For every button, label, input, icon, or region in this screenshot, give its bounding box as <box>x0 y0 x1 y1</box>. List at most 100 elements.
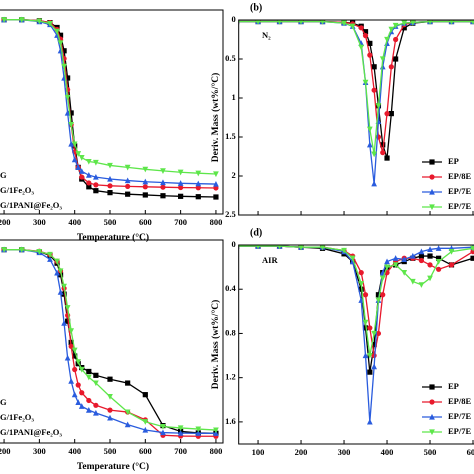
series-line <box>4 19 216 175</box>
marker <box>36 18 43 25</box>
marker <box>349 23 356 30</box>
marker <box>362 319 369 326</box>
marker <box>93 380 99 387</box>
marker <box>71 141 78 148</box>
marker <box>367 40 373 46</box>
x-tick-label: 200 <box>295 447 308 457</box>
marker <box>401 270 408 276</box>
marker <box>213 171 219 178</box>
marker <box>349 255 356 262</box>
x-axis-title: Temperature (°C) <box>77 232 149 243</box>
y-tick-label: 0.5 <box>225 53 236 63</box>
marker <box>71 347 78 354</box>
y-tick-label: 0.4 <box>225 283 236 293</box>
marker <box>178 184 184 191</box>
marker <box>75 164 82 170</box>
marker <box>371 64 377 70</box>
marker <box>362 352 369 359</box>
marker <box>255 20 261 25</box>
marker <box>418 253 425 259</box>
marker <box>124 409 131 416</box>
marker <box>371 363 377 370</box>
marker <box>384 111 390 117</box>
marker <box>1 17 7 23</box>
marker <box>367 369 373 375</box>
marker <box>57 268 64 275</box>
marker <box>86 180 92 186</box>
marker <box>362 29 369 35</box>
marker <box>93 182 99 188</box>
marker <box>379 56 386 63</box>
marker <box>124 177 131 184</box>
marker <box>388 26 395 33</box>
marker <box>107 190 113 196</box>
marker <box>371 151 377 158</box>
legend-label: EP/7E <box>448 186 471 196</box>
x-tick-label: 700 <box>174 217 187 227</box>
marker <box>65 318 71 324</box>
marker <box>213 194 219 200</box>
series-line <box>4 249 216 431</box>
marker <box>160 429 166 436</box>
series-line <box>238 245 474 356</box>
marker <box>124 421 131 428</box>
marker <box>64 354 71 361</box>
marker <box>277 245 282 250</box>
marker <box>367 52 373 58</box>
x-tick-label: 800 <box>210 446 223 456</box>
legend-label: G <box>0 170 7 180</box>
marker <box>86 368 92 375</box>
marker <box>401 256 408 262</box>
marker <box>54 269 60 276</box>
marker <box>142 426 149 433</box>
marker <box>388 111 394 117</box>
marker <box>375 297 382 304</box>
marker <box>362 79 369 86</box>
marker <box>65 75 71 81</box>
marker <box>427 246 433 253</box>
marker <box>178 193 184 199</box>
plot-area <box>238 20 474 187</box>
marker <box>470 255 474 261</box>
marker <box>75 151 82 157</box>
marker <box>57 40 64 47</box>
marker <box>375 103 382 109</box>
marker <box>362 33 369 39</box>
y-axis-title: Deriv. Mass (wt%/°C) <box>210 300 221 390</box>
legend-label: G/1PANI@Fe₂O₃ <box>0 200 62 210</box>
series-line <box>238 20 474 159</box>
series-line <box>238 245 474 373</box>
marker <box>107 394 113 400</box>
marker <box>85 172 92 178</box>
marker <box>371 180 377 187</box>
x-tick-label: 100 <box>252 447 265 457</box>
x-tick-label: 600 <box>139 217 152 227</box>
series-line <box>4 19 216 189</box>
marker <box>160 168 166 174</box>
series-line <box>238 245 474 422</box>
x-tick-label: 500 <box>424 447 437 457</box>
marker <box>68 328 75 334</box>
plot-area <box>1 246 219 439</box>
marker <box>47 256 53 262</box>
marker <box>78 403 85 409</box>
marker <box>358 25 364 31</box>
y-axis-title: Deriv. Mass (wt%/°C) <box>210 73 221 163</box>
legend-label: G/1Fe₂O₃ <box>0 185 34 195</box>
marker <box>470 245 474 252</box>
marker <box>429 159 435 165</box>
annotation: AIR <box>262 255 278 265</box>
x-axis-title: Temperature (°C) <box>77 461 149 472</box>
legend-label: G/1PANI@Fe₂O₃ <box>0 427 62 437</box>
marker <box>319 245 326 251</box>
y-tick-label: 1.6 <box>225 416 236 426</box>
marker <box>75 382 81 388</box>
marker <box>362 292 369 298</box>
marker <box>64 94 71 101</box>
marker <box>341 20 347 27</box>
marker <box>85 374 92 381</box>
x-tick-label: 600 <box>139 446 152 456</box>
panel-label: (b) <box>250 2 262 13</box>
x-tick-label: 300 <box>338 447 351 457</box>
